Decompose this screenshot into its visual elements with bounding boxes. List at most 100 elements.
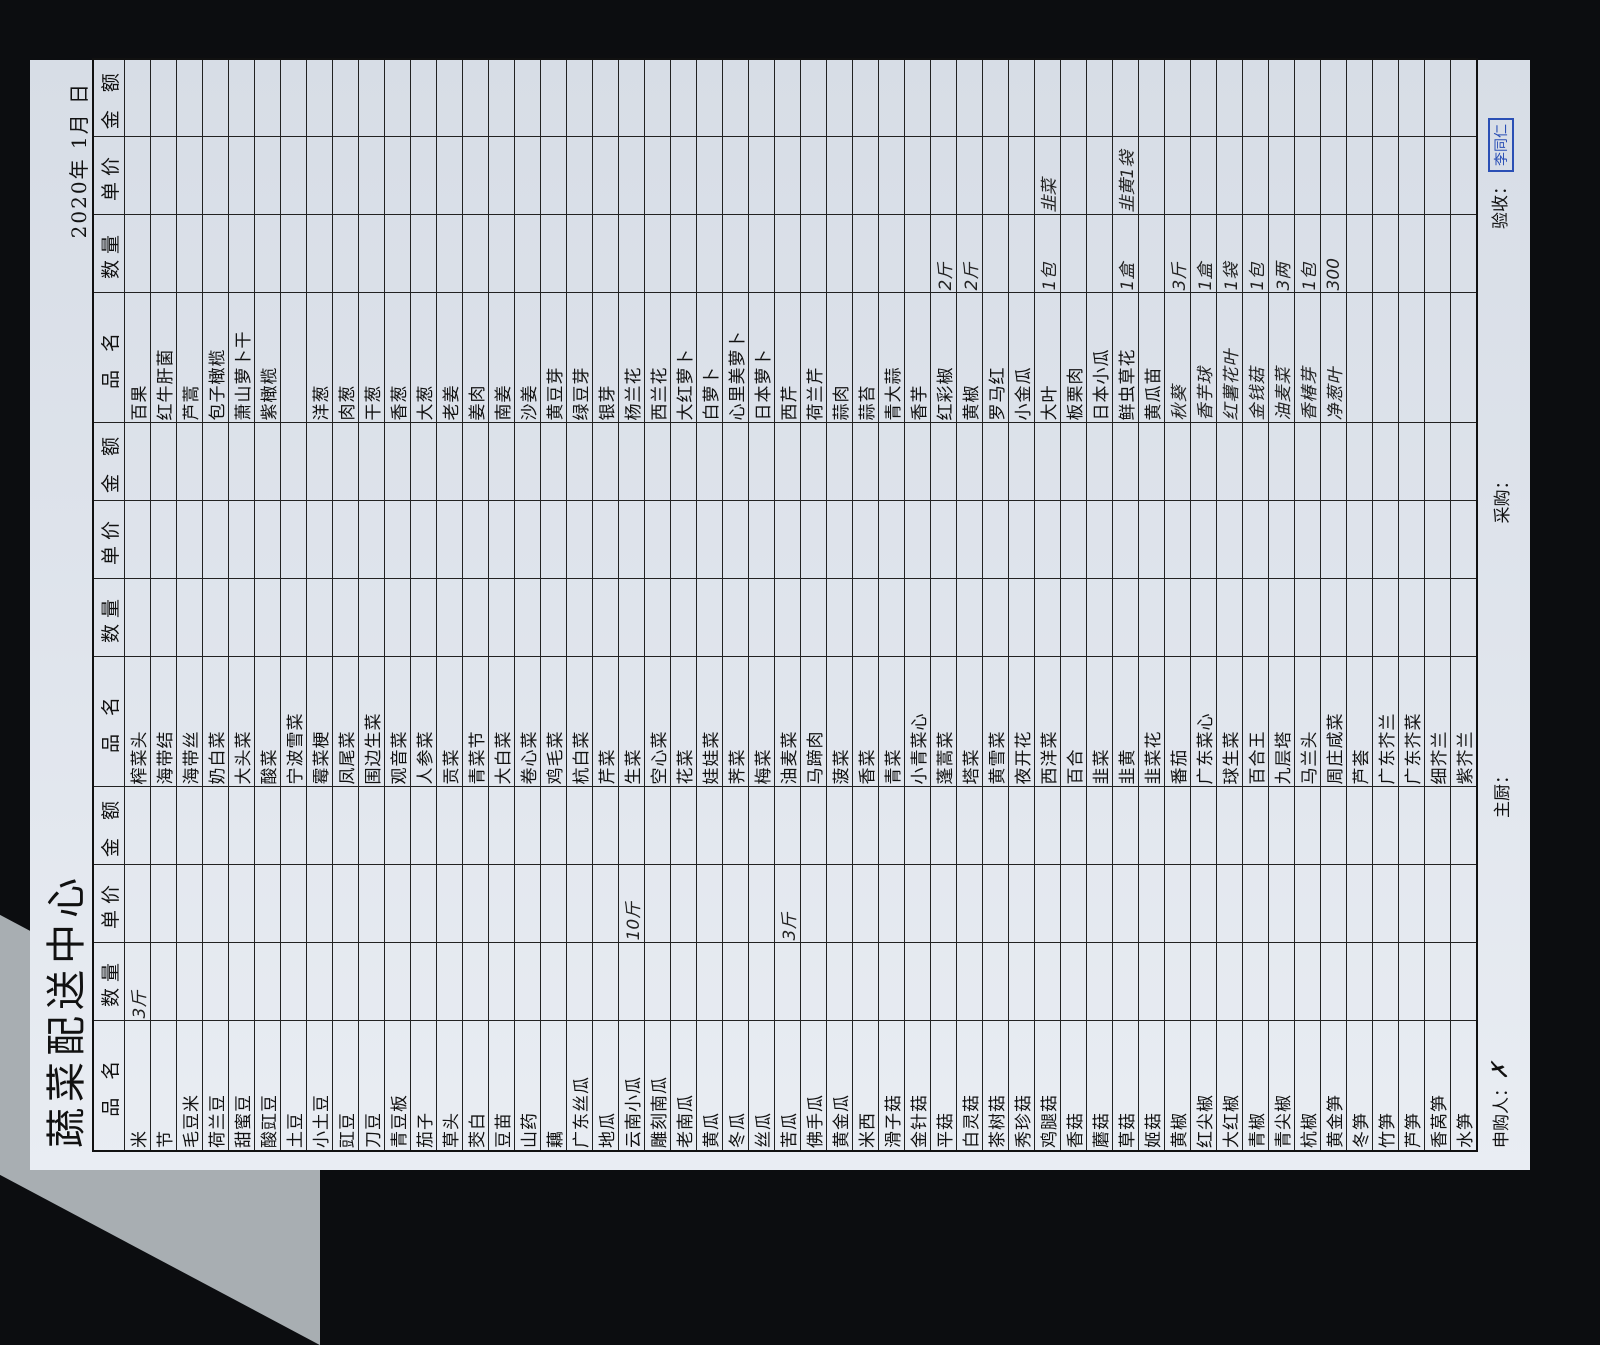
unit-price-cell [852,137,879,215]
amount-cell [800,423,827,501]
amount-cell [1320,423,1347,501]
unit-price-cell [1190,865,1217,943]
table-row: 黄金瓜 菠菜 蒜肉 [826,59,853,1151]
item-name: 茄子 [410,1021,437,1151]
quantity-cell [696,215,723,293]
quantity-cell [670,579,697,657]
quantity-cell [1138,943,1165,1021]
item-name: 酸豇豆 [254,1021,281,1151]
amount-cell [332,59,359,137]
unit-price-cell [722,137,749,215]
item-name: 紫芥兰 [1450,657,1477,787]
unit-price-cell [1112,501,1139,579]
item-name: 榨菜头 [124,657,151,787]
item-name: 鲜虫草花 [1112,293,1139,423]
unit-price-cell [540,865,567,943]
quantity-cell [1372,579,1399,657]
unit-price-cell [696,865,723,943]
unit-price-cell [878,865,905,943]
item-name: 紫橄榄 [254,293,281,423]
amount-cell [514,423,541,501]
quantity-cell: 300 [1320,215,1347,293]
amount-cell [358,59,385,137]
unit-price-cell [1320,865,1347,943]
amount-cell [150,59,177,137]
quantity-cell [1424,579,1451,657]
amount-cell [1190,787,1217,865]
item-name: 杭椒 [1294,1021,1321,1151]
item-name: 青大蒜 [878,293,905,423]
table-row: 广东丝瓜 杭白菜 绿豆芽 [566,59,593,1151]
quantity-cell [748,943,775,1021]
amount-cell [566,423,593,501]
unit-price-cell [878,137,905,215]
unit-price-cell [410,865,437,943]
quantity-cell [696,579,723,657]
table-row: 冬笋 芦荟 [1346,59,1373,1151]
unit-price-cell [1008,501,1035,579]
unit-price-cell [1242,501,1269,579]
unit-price-cell [1268,137,1295,215]
quantity-cell [826,215,853,293]
unit-price-cell [670,137,697,215]
item-name: 蒜肉 [826,293,853,423]
amount-cell [176,423,203,501]
amount-cell [852,787,879,865]
inspector-label: 验收： [1491,178,1511,230]
amount-cell [1060,423,1087,501]
table-row: 青尖椒 九层塔 油麦菜 3两 [1268,59,1295,1151]
unit-price-cell [1398,501,1425,579]
item-name: 番茄 [1164,657,1191,787]
quantity-cell [1268,943,1295,1021]
unit-price-cell [1216,501,1243,579]
quantity-cell [982,579,1009,657]
item-name: 黄椒 [1164,1021,1191,1151]
table-row: 杭椒 马兰头 香椿芽 1包 [1294,59,1321,1151]
amount-cell [1346,423,1373,501]
quantity-cell [436,215,463,293]
quantity-cell: 2斤 [956,215,983,293]
unit-price-cell [514,137,541,215]
inspector-stamp: 李同仁 [1488,118,1514,173]
item-name: 广东芥兰 [1372,657,1399,787]
item-name: 大红椒 [1216,1021,1243,1151]
amount-cell [722,59,749,137]
item-name: 空心菜 [644,657,671,787]
amount-cell [462,423,489,501]
unit-price-cell [1034,501,1061,579]
quantity-cell [228,943,255,1021]
amount-cell [930,423,957,501]
unit-price-cell [956,865,983,943]
quantity-cell [592,579,619,657]
column-header: 单价 [93,501,125,579]
unit-price-cell [514,865,541,943]
item-name: 萧山萝卜干 [228,293,255,423]
amount-cell [722,423,749,501]
quantity-cell [254,215,281,293]
unit-price-cell [436,137,463,215]
quantity-cell [332,943,359,1021]
item-name: 芦蒿 [176,293,203,423]
unit-price-cell [462,501,489,579]
amount-cell [1450,423,1477,501]
item-name: 黄瓜苗 [1138,293,1165,423]
item-name: 节 [150,1021,177,1151]
amount-cell [1008,423,1035,501]
quantity-cell [306,943,333,1021]
quantity-cell [358,579,385,657]
amount-cell [852,423,879,501]
unit-price-cell [826,865,853,943]
amount-cell [1216,423,1243,501]
item-name: 塔菜 [956,657,983,787]
quantity-cell [748,215,775,293]
amount-cell [436,787,463,865]
table-row: 冬瓜 荠菜 心里美萝卜 [722,59,749,1151]
quantity-cell [254,943,281,1021]
unit-price-cell [930,865,957,943]
item-name: 茶树菇 [982,1021,1009,1151]
requester-label: 申购人： [1492,1080,1512,1148]
quantity-cell [566,215,593,293]
item-name: 香菜 [852,657,879,787]
amount-cell [1190,59,1217,137]
unit-price-cell [1398,865,1425,943]
